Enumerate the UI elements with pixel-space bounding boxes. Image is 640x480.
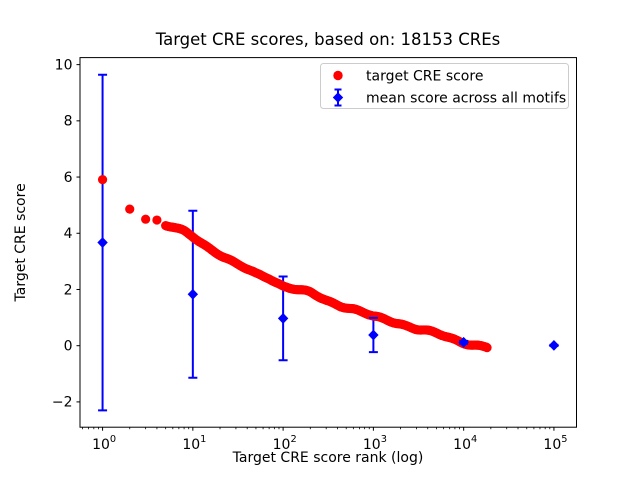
red-data-point [152, 215, 162, 225]
blue-errorbar-caps-icon [334, 88, 342, 107]
red-data-point [141, 214, 151, 224]
blue-diamond-point [458, 336, 469, 348]
chart-title: Target CRE scores, based on: 18153 CREs [155, 30, 501, 49]
red-data-point [482, 343, 492, 353]
y-tick-label: 6 [64, 170, 73, 186]
x-tick-label: 104 [453, 434, 477, 453]
x-tick-label: 105 [543, 434, 567, 453]
legend: target CRE score mean score across all m… [320, 63, 569, 109]
error-bar-caps-diamonds-layer [97, 73, 560, 412]
y-tick-label: 10 [55, 57, 73, 73]
red-circle-icon [333, 70, 343, 81]
plot-spines [79, 57, 577, 428]
y-tick-label: 8 [64, 114, 73, 130]
y-tick-label: 4 [64, 226, 73, 242]
error-bar-cap [188, 209, 198, 379]
blue-diamond-point [368, 329, 379, 341]
legend-entry-mean-score: mean score across all motifs [332, 88, 566, 107]
blue-diamond-point [277, 313, 289, 324]
blue-diamond-point [548, 340, 560, 351]
legend-label-target-cre-score: target CRE score [366, 69, 483, 85]
x-axis-label: Target CRE score rank (log) [232, 450, 424, 466]
error-bar-cap [98, 73, 108, 412]
x-tick-label: 100 [92, 434, 116, 453]
y-axis-label: Target CRE score [13, 183, 29, 302]
blue-diamond-point [187, 288, 199, 300]
blue-diamond-icon [332, 92, 344, 103]
error-bar-cap [368, 316, 378, 354]
y-tick-label: 2 [64, 282, 73, 298]
error-bar-cap [278, 275, 288, 362]
y-tick-label: 0 [64, 338, 73, 354]
legend-frame [320, 63, 569, 109]
legend-label-mean-score: mean score across all motifs [366, 91, 566, 107]
blue-diamond-point [97, 237, 108, 248]
legend-entry-target-cre-score: target CRE score [333, 69, 483, 85]
error-bar-lines-layer [101, 74, 555, 411]
x-tick-label: 101 [182, 434, 206, 453]
y-tick-label: −2 [52, 395, 73, 411]
red-data-point [125, 204, 135, 214]
red-scatter-layer [97, 174, 492, 353]
red-data-point [97, 174, 108, 185]
